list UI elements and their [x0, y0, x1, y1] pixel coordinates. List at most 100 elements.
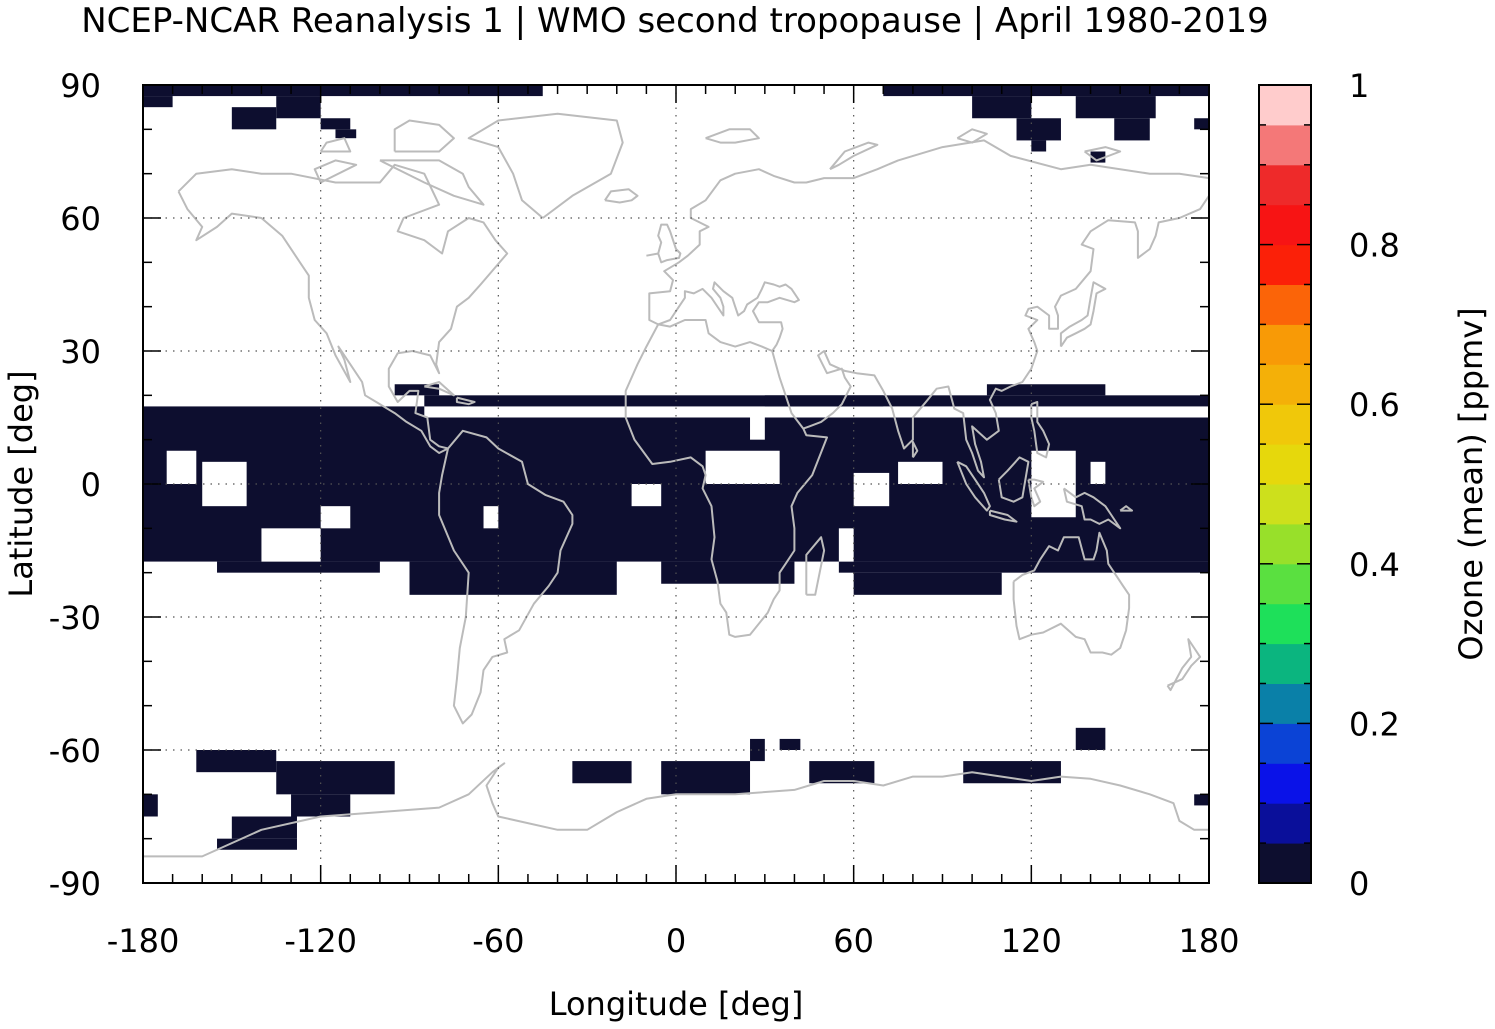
missing-data-region: [166, 450, 197, 484]
colorbar-swatch: [1259, 563, 1311, 605]
x-tick-label: -180: [107, 922, 180, 960]
y-tick-label: 90: [60, 67, 101, 105]
chart-title: NCEP-NCAR Reanalysis 1 | WMO second trop…: [81, 1, 1269, 41]
data-cell-region: [320, 118, 351, 130]
missing-data-region: [261, 528, 321, 562]
coastline: [646, 223, 682, 264]
data-cell-region: [1075, 96, 1156, 119]
colorbar-swatch: [1259, 324, 1311, 365]
x-tick-label: 180: [1178, 922, 1239, 960]
data-cell-region: [661, 761, 751, 795]
data-cell-region: [1194, 794, 1209, 806]
coastline: [802, 195, 1210, 479]
x-tick-label: -120: [284, 922, 357, 960]
colorbar-tick-label: 0.2: [1349, 705, 1400, 743]
missing-data-region: [853, 472, 890, 507]
missing-data-region: [202, 461, 247, 507]
coastline: [624, 319, 828, 638]
colorbar-tick-label: 1: [1349, 67, 1369, 105]
data-cell-region: [1090, 151, 1106, 163]
coastline: [319, 137, 352, 153]
coastline: [997, 456, 1030, 503]
colorbar-swatch: [1259, 803, 1311, 844]
x-axis-label: Longitude [deg]: [549, 985, 804, 1023]
coastline: [379, 159, 485, 206]
coastline: [1166, 638, 1202, 692]
y-axis-label: Latitude [deg]: [2, 370, 40, 597]
data-cell-region: [143, 406, 425, 418]
data-cell-region: [838, 561, 1209, 573]
plot-area: -180 -120 -60 0 60 120 180 90 60 30 0 -30 -60 -90: [49, 67, 1240, 960]
coastline: [1030, 401, 1051, 459]
data-cell-region: [409, 561, 617, 595]
x-tick-label: 0: [666, 922, 686, 960]
colorbar-swatch: [1259, 723, 1311, 764]
coastline: [956, 460, 991, 512]
data-cell-region: [394, 384, 440, 396]
colorbar-swatch: [1259, 164, 1311, 206]
colorbar-swatch: [1259, 683, 1311, 724]
colorbar-swatch: [1259, 763, 1311, 804]
colorbar-tick-label: 0.6: [1349, 386, 1400, 424]
data-cell-region: [779, 738, 801, 750]
coastline: [1012, 531, 1131, 656]
coastlines: [143, 112, 1210, 858]
colorbar-swatch: [1259, 843, 1311, 884]
data-cell-region: [853, 572, 1002, 595]
data-cell-region: [1075, 727, 1106, 750]
coastline: [177, 163, 509, 454]
y-tick-label: 0: [81, 466, 101, 504]
coastline: [455, 396, 476, 406]
data-cell-region: [143, 794, 158, 817]
coastline: [438, 429, 574, 725]
data-cell-region: [809, 761, 875, 784]
axes: -180 -120 -60 0 60 120 180 90 60 30 0 -30 -60 -90: [49, 67, 1240, 960]
y-tick-label: 30: [60, 333, 101, 371]
coastline: [705, 128, 760, 144]
coastline: [1062, 487, 1122, 530]
colorbar-tick-label: 0.8: [1349, 227, 1400, 265]
data-cell-region: [1194, 118, 1209, 130]
coastline: [424, 381, 455, 397]
data-cell-region: [883, 85, 1209, 97]
data-cell-region: [1016, 118, 1061, 141]
data-cell-region: [196, 750, 277, 773]
colorbar: 0 0.2 0.4 0.6 0.8 1: [1258, 67, 1400, 903]
x-tick-label: 60: [833, 922, 874, 960]
data-cell-region: [661, 561, 795, 584]
coastline: [1059, 281, 1107, 348]
coastline: [1119, 505, 1133, 512]
colorbar-swatch: [1259, 124, 1311, 166]
missing-data-region: [1031, 450, 1076, 518]
data-cell-region: [972, 96, 1032, 119]
colorbar-swatch: [1259, 444, 1311, 485]
coastline: [956, 128, 988, 144]
colorbar-swatch: [1259, 364, 1311, 405]
gridlines: [143, 85, 1209, 883]
missing-data-region: [1090, 461, 1106, 484]
data-cell-region: [963, 761, 1061, 784]
colorbar-swatch: [1259, 204, 1311, 246]
coastline: [604, 188, 639, 204]
colorbar-swatch: [1259, 484, 1311, 525]
coastline: [648, 139, 1210, 326]
colorbar-tick-label: 0.4: [1349, 546, 1400, 584]
data-cell-region: [143, 96, 173, 108]
y-tick-label: -60: [49, 732, 101, 770]
y-tick-label: 60: [60, 200, 101, 238]
coastline: [1084, 146, 1122, 162]
data-cell-region: [276, 761, 395, 795]
colorbar-swatch: [1259, 603, 1311, 645]
data-cell-region: [572, 761, 632, 784]
colorbar-swatch: [1259, 284, 1311, 325]
data-cell-region: [986, 384, 1106, 396]
x-tick-label: -60: [472, 922, 524, 960]
x-tick-label: 120: [1001, 922, 1062, 960]
colorbar-swatch: [1259, 404, 1311, 445]
coastline: [143, 762, 1209, 858]
y-tick-label: -90: [49, 865, 101, 903]
coastline: [467, 112, 624, 219]
colorbar-swatch: [1259, 523, 1311, 565]
colorbar-swatch: [1259, 643, 1311, 684]
